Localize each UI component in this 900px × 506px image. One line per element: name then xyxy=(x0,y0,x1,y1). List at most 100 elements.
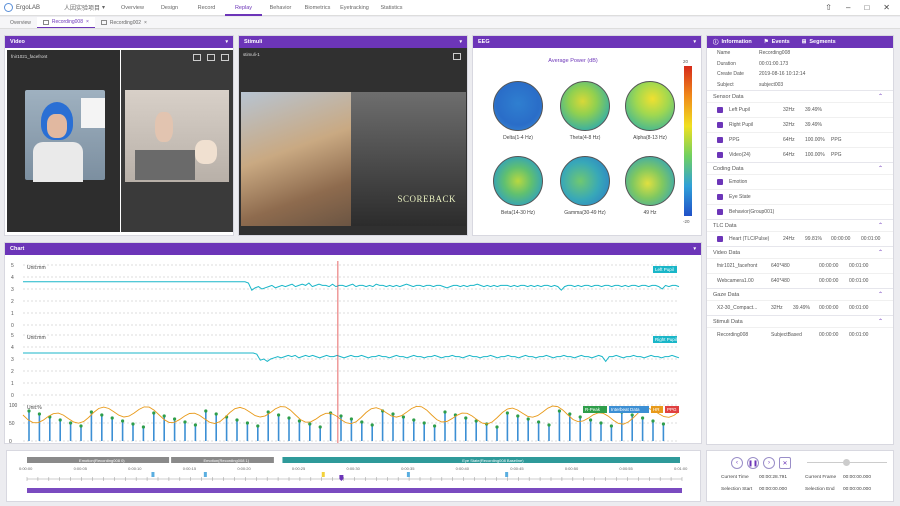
r-peak-marker[interactable] xyxy=(537,420,541,424)
r-peak-marker[interactable] xyxy=(422,421,426,425)
r-peak-marker[interactable] xyxy=(651,419,655,423)
topomap-1[interactable] xyxy=(560,81,610,131)
chevron-down-icon[interactable]: ▾ xyxy=(225,39,228,45)
series-legend[interactable] xyxy=(653,266,677,273)
timeline-svg[interactable]: Emotion(Recording008 0) Emotion(Recording… xyxy=(7,451,700,501)
stimuli-row[interactable]: Recording008 SubjectBased 00:00:00 00:01:00 xyxy=(707,327,893,342)
checkbox[interactable] xyxy=(717,194,723,200)
event-marker[interactable] xyxy=(406,472,410,477)
tab-overview[interactable]: Overview xyxy=(4,17,37,28)
fullscreen-icon[interactable] xyxy=(221,54,229,61)
close-icon[interactable]: × xyxy=(85,19,89,25)
topomap-5[interactable] xyxy=(625,156,675,206)
chevron-up-icon[interactable]: ⌃ xyxy=(877,292,883,298)
r-peak-marker[interactable] xyxy=(391,412,395,416)
r-peak-marker[interactable] xyxy=(287,416,291,420)
r-peak-marker[interactable] xyxy=(58,418,62,422)
r-peak-marker[interactable] xyxy=(464,416,468,420)
r-peak-marker[interactable] xyxy=(27,409,31,413)
r-peak-marker[interactable] xyxy=(495,425,499,429)
video-row[interactable]: Webcamera1.00 640*480 00:00:00 00:01:00 xyxy=(707,273,893,288)
r-peak-marker[interactable] xyxy=(505,411,509,415)
nav-item-behavior[interactable]: Behavior xyxy=(269,4,292,11)
r-peak-marker[interactable] xyxy=(37,412,41,416)
r-peak-marker[interactable] xyxy=(162,414,166,418)
project-selector[interactable]: 人因实验项目 ▾ xyxy=(64,3,114,12)
tlc-row[interactable]: Heart (TLC/Pulse) 24Hz 99.81% 00:00:00 00:01… xyxy=(707,231,893,246)
chevron-down-icon[interactable]: ▾ xyxy=(459,39,462,45)
series-legend[interactable] xyxy=(609,406,649,413)
r-peak-marker[interactable] xyxy=(235,418,239,422)
r-peak-marker[interactable] xyxy=(630,413,634,417)
r-peak-marker[interactable] xyxy=(433,424,437,428)
coding-row[interactable]: Eye State xyxy=(707,189,893,204)
scene-video-view[interactable] xyxy=(121,50,233,232)
stimuli-view[interactable]: stimuli-1 SCOREBACK xyxy=(239,48,467,235)
r-peak-marker[interactable] xyxy=(526,417,530,421)
next-icon[interactable]: › xyxy=(763,457,775,469)
series-legend[interactable] xyxy=(653,336,677,343)
checkbox[interactable] xyxy=(717,236,723,242)
playhead-handle[interactable] xyxy=(339,475,344,481)
r-peak-marker[interactable] xyxy=(89,410,93,414)
topomap-0[interactable] xyxy=(493,81,543,131)
loop-icon[interactable]: ✕ xyxy=(779,457,791,469)
speed-slider-handle[interactable] xyxy=(843,459,850,466)
r-peak-marker[interactable] xyxy=(516,414,520,418)
pin-icon[interactable]: ⇧ xyxy=(825,3,832,12)
r-peak-marker[interactable] xyxy=(131,422,135,426)
event-marker[interactable] xyxy=(203,472,207,477)
tab-recording002[interactable]: Recording002 × xyxy=(95,17,153,28)
series-line-right-pupil[interactable] xyxy=(23,352,680,363)
sensor-row[interactable]: Right Pupil 32Hz 39.49% xyxy=(707,117,893,132)
nav-item-biometrics[interactable]: Biometrics xyxy=(304,4,331,11)
r-peak-marker[interactable] xyxy=(204,409,208,413)
r-peak-marker[interactable] xyxy=(370,423,374,427)
coding-segment[interactable] xyxy=(27,457,170,463)
r-peak-marker[interactable] xyxy=(245,421,249,425)
r-peak-marker[interactable] xyxy=(100,413,104,417)
coding-row[interactable]: Emotion xyxy=(707,174,893,189)
series-line-hr[interactable] xyxy=(22,405,680,425)
tlc-section-header[interactable]: TLC Data ⌃ xyxy=(707,219,893,231)
r-peak-marker[interactable] xyxy=(339,414,343,418)
r-peak-marker[interactable] xyxy=(308,422,312,426)
minimize-icon[interactable]: – xyxy=(846,3,851,12)
r-peak-marker[interactable] xyxy=(349,417,353,421)
r-peak-marker[interactable] xyxy=(599,421,603,425)
coding-segment[interactable] xyxy=(282,457,680,463)
selection-range-bar[interactable] xyxy=(27,488,682,493)
series-legend[interactable] xyxy=(583,406,607,413)
r-peak-marker[interactable] xyxy=(318,425,322,429)
layout-icon[interactable] xyxy=(193,54,201,61)
chevron-up-icon[interactable]: ⌃ xyxy=(877,223,883,229)
face-video-view[interactable]: fnir1021_facefront xyxy=(7,50,120,232)
chevron-down-icon[interactable]: ▾ xyxy=(693,39,696,45)
r-peak-marker[interactable] xyxy=(443,410,447,414)
r-peak-marker[interactable] xyxy=(547,423,551,427)
nav-item-statistics[interactable]: Statistics xyxy=(380,4,403,11)
r-peak-marker[interactable] xyxy=(412,418,416,422)
chevron-up-icon[interactable]: ⌃ xyxy=(877,166,883,172)
fullscreen-icon[interactable] xyxy=(453,53,461,60)
r-peak-marker[interactable] xyxy=(266,410,270,414)
close-icon[interactable]: ✕ xyxy=(883,3,890,12)
nav-item-replay[interactable]: Replay xyxy=(225,0,262,16)
checkbox[interactable] xyxy=(717,179,723,185)
r-peak-marker[interactable] xyxy=(69,421,73,425)
checkbox[interactable] xyxy=(717,137,723,143)
event-marker[interactable] xyxy=(505,472,509,477)
chevron-up-icon[interactable]: ⌃ xyxy=(877,250,883,256)
previous-icon[interactable]: ‹ xyxy=(731,457,743,469)
nav-item-eyetracking[interactable]: Eyetracking xyxy=(340,4,369,11)
sensor-row[interactable]: Left Pupil 32Hz 39.49% xyxy=(707,102,893,117)
checkbox[interactable] xyxy=(717,209,723,215)
coding-section-header[interactable]: Coding Data ⌃ xyxy=(707,162,893,174)
topomap-4[interactable] xyxy=(560,156,610,206)
tab-recording008[interactable]: Recording008 × xyxy=(36,17,95,28)
event-marker[interactable] xyxy=(151,472,155,477)
r-peak-marker[interactable] xyxy=(193,423,197,427)
series-legend[interactable] xyxy=(651,406,663,413)
nav-item-record[interactable]: Record xyxy=(197,4,216,11)
checkbox[interactable] xyxy=(717,152,723,158)
